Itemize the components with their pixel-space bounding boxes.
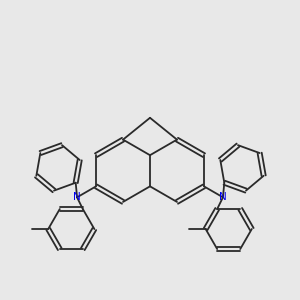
Text: N: N xyxy=(73,192,81,202)
Text: N: N xyxy=(219,192,227,202)
